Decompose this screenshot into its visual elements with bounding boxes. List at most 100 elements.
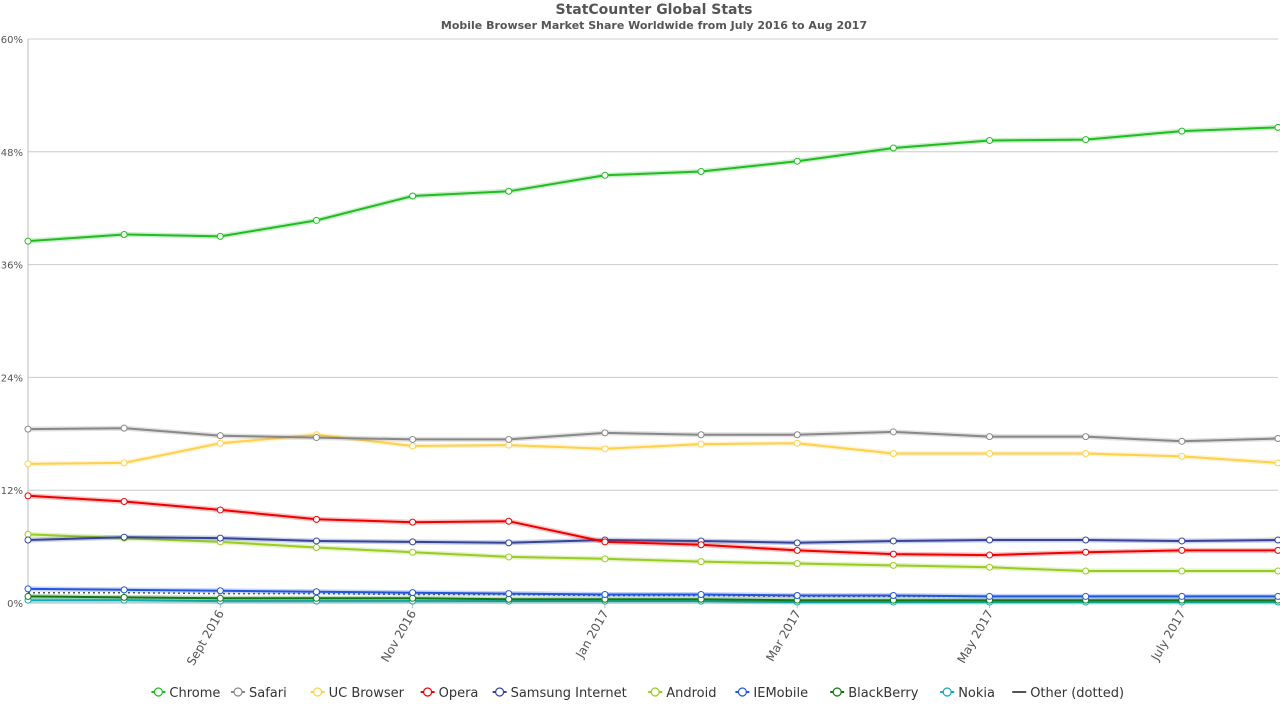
data-point[interactable]	[312, 537, 320, 545]
legend-item-blackberry[interactable]: BlackBerry	[830, 686, 919, 701]
legend-item-iemobile[interactable]: IEMobile	[735, 686, 808, 701]
data-point[interactable]	[24, 592, 32, 600]
data-point[interactable]	[1274, 459, 1280, 467]
data-point[interactable]	[986, 563, 994, 571]
data-point[interactable]	[889, 428, 897, 436]
data-point[interactable]	[697, 168, 705, 176]
data-point[interactable]	[889, 144, 897, 152]
data-point[interactable]	[120, 231, 128, 239]
data-point[interactable]	[216, 587, 224, 595]
data-point[interactable]	[1274, 567, 1280, 575]
data-point[interactable]	[1178, 546, 1186, 554]
data-point[interactable]	[216, 594, 224, 602]
data-point[interactable]	[697, 541, 705, 549]
legend-item-safari[interactable]: Safari	[231, 686, 287, 701]
data-point[interactable]	[216, 432, 224, 440]
data-point[interactable]	[505, 441, 513, 449]
data-point[interactable]	[120, 497, 128, 505]
data-point[interactable]	[697, 431, 705, 439]
legend-item-uc-browser[interactable]: UC Browser	[310, 686, 405, 701]
data-point[interactable]	[889, 537, 897, 545]
data-point[interactable]	[697, 440, 705, 448]
data-point[interactable]	[216, 232, 224, 240]
data-point[interactable]	[1082, 548, 1090, 556]
data-point[interactable]	[1082, 567, 1090, 575]
data-point[interactable]	[601, 555, 609, 563]
data-point[interactable]	[409, 518, 417, 526]
data-point[interactable]	[24, 237, 32, 245]
data-point[interactable]	[409, 548, 417, 556]
data-point[interactable]	[1274, 123, 1280, 131]
data-point[interactable]	[1082, 450, 1090, 458]
data-point[interactable]	[312, 544, 320, 552]
data-point[interactable]	[312, 434, 320, 442]
data-point[interactable]	[120, 533, 128, 541]
data-point[interactable]	[1178, 567, 1186, 575]
data-point[interactable]	[601, 538, 609, 546]
data-point[interactable]	[986, 592, 994, 600]
data-point[interactable]	[793, 546, 801, 554]
data-point[interactable]	[1178, 452, 1186, 460]
data-point[interactable]	[1178, 127, 1186, 135]
data-point[interactable]	[24, 530, 32, 538]
data-point[interactable]	[793, 539, 801, 547]
legend-item-other-dotted[interactable]: Other (dotted)	[1012, 686, 1124, 701]
data-point[interactable]	[409, 538, 417, 546]
data-point[interactable]	[601, 171, 609, 179]
data-point[interactable]	[505, 435, 513, 443]
legend-item-samsung-internet[interactable]: Samsung Internet	[492, 686, 627, 701]
data-point[interactable]	[24, 460, 32, 468]
data-point[interactable]	[409, 589, 417, 597]
data-point[interactable]	[24, 425, 32, 433]
data-point[interactable]	[793, 431, 801, 439]
data-point[interactable]	[216, 534, 224, 542]
data-point[interactable]	[409, 435, 417, 443]
data-point[interactable]	[1178, 592, 1186, 600]
data-point[interactable]	[1082, 592, 1090, 600]
data-point[interactable]	[505, 590, 513, 598]
data-point[interactable]	[1082, 136, 1090, 144]
data-point[interactable]	[505, 595, 513, 603]
data-point[interactable]	[793, 157, 801, 165]
data-point[interactable]	[889, 450, 897, 458]
data-point[interactable]	[312, 594, 320, 602]
data-point[interactable]	[312, 216, 320, 224]
data-point[interactable]	[1082, 536, 1090, 544]
data-point[interactable]	[793, 560, 801, 568]
data-point[interactable]	[1082, 433, 1090, 441]
data-point[interactable]	[1274, 536, 1280, 544]
data-point[interactable]	[1178, 437, 1186, 445]
data-point[interactable]	[986, 433, 994, 441]
data-point[interactable]	[24, 536, 32, 544]
data-point[interactable]	[505, 553, 513, 561]
data-point[interactable]	[697, 558, 705, 566]
data-point[interactable]	[409, 594, 417, 602]
data-point[interactable]	[120, 459, 128, 467]
data-point[interactable]	[120, 586, 128, 594]
data-point[interactable]	[986, 536, 994, 544]
legend-item-opera[interactable]: Opera	[420, 686, 479, 701]
data-point[interactable]	[1274, 435, 1280, 442]
data-point[interactable]	[601, 445, 609, 453]
data-point[interactable]	[1178, 537, 1186, 545]
data-point[interactable]	[312, 588, 320, 596]
data-point[interactable]	[24, 585, 32, 593]
data-point[interactable]	[216, 506, 224, 514]
legend-item-chrome[interactable]: Chrome	[151, 686, 220, 701]
data-point[interactable]	[793, 439, 801, 447]
data-point[interactable]	[889, 591, 897, 599]
legend-item-nokia[interactable]: Nokia	[940, 686, 995, 701]
data-point[interactable]	[793, 591, 801, 599]
data-point[interactable]	[1274, 592, 1280, 600]
data-point[interactable]	[312, 515, 320, 523]
data-point[interactable]	[986, 551, 994, 559]
data-point[interactable]	[697, 591, 705, 599]
data-point[interactable]	[505, 187, 513, 195]
data-point[interactable]	[505, 539, 513, 547]
data-point[interactable]	[409, 442, 417, 450]
data-point[interactable]	[889, 550, 897, 558]
data-point[interactable]	[889, 561, 897, 569]
data-point[interactable]	[986, 450, 994, 458]
data-point[interactable]	[601, 429, 609, 437]
data-point[interactable]	[120, 593, 128, 601]
